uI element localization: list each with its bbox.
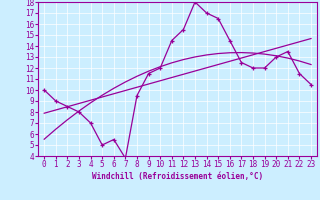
X-axis label: Windchill (Refroidissement éolien,°C): Windchill (Refroidissement éolien,°C)	[92, 172, 263, 181]
